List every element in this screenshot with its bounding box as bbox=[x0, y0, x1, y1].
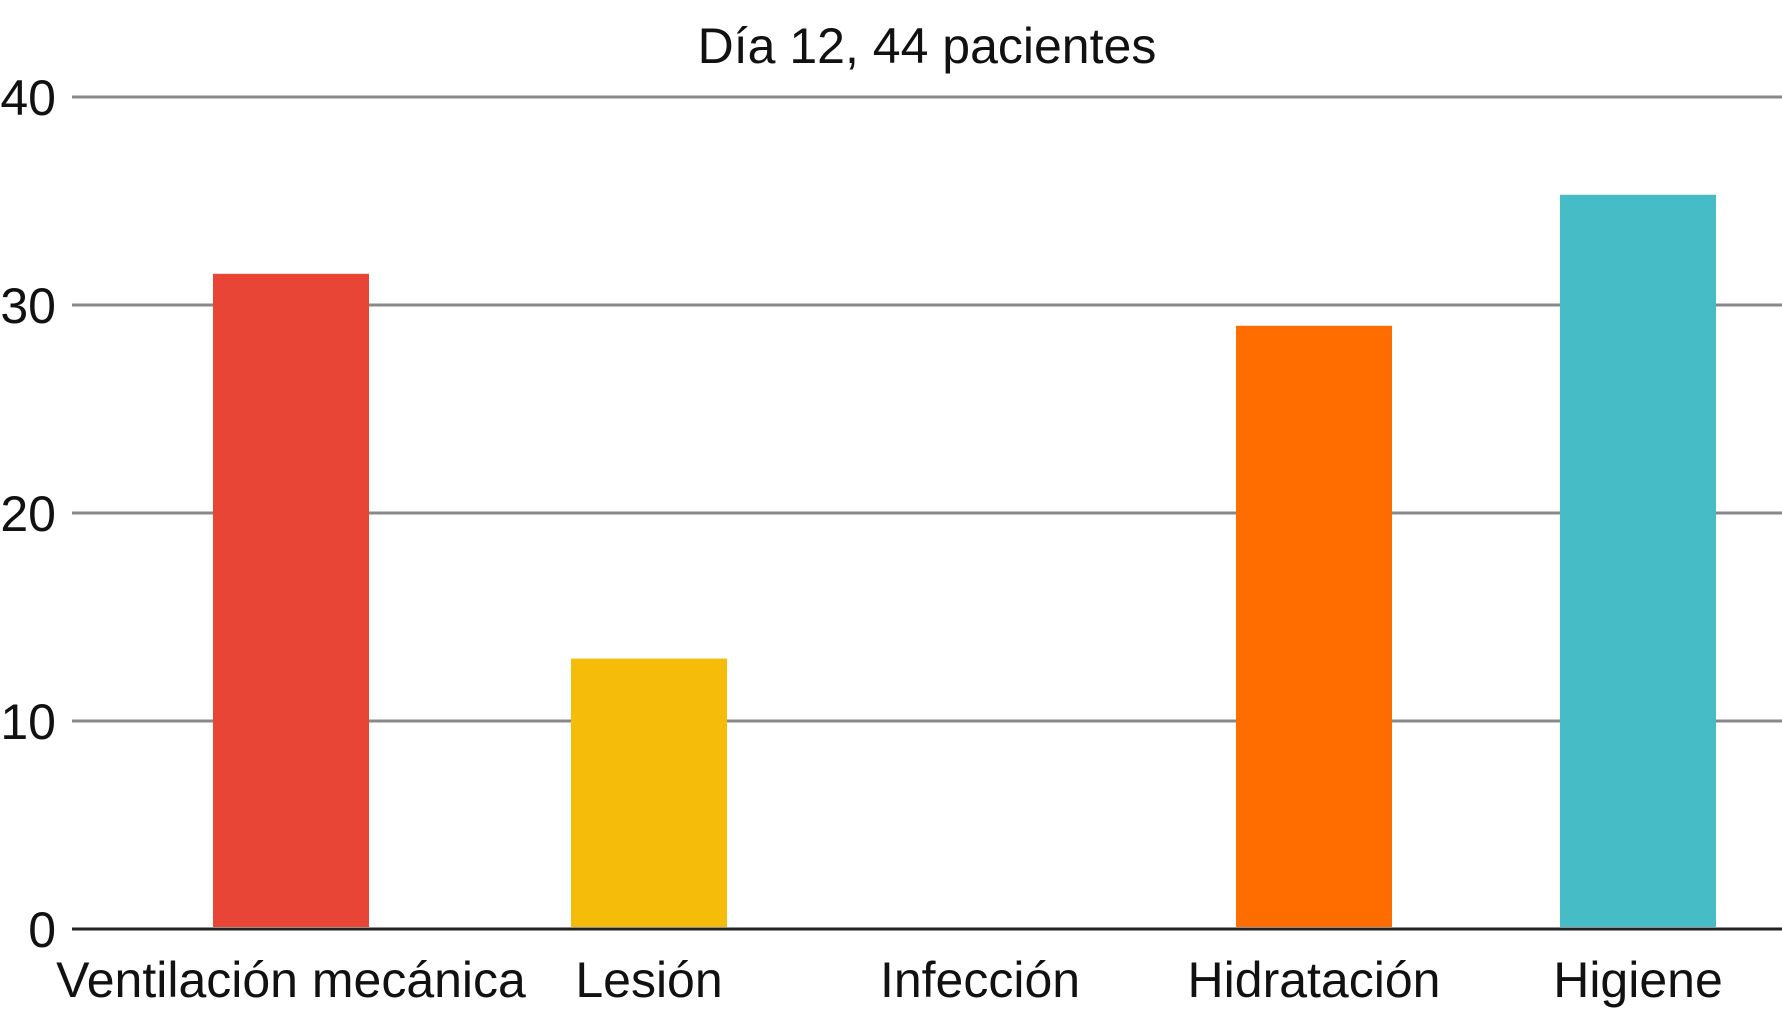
x-category-label: Ventilación mecánica bbox=[56, 952, 526, 1008]
bar-0 bbox=[213, 273, 369, 927]
y-axis-tick-labels: 0 10 20 30 40 bbox=[0, 70, 56, 958]
x-category-label: Infección bbox=[880, 952, 1080, 1008]
y-tick-label: 0 bbox=[28, 902, 56, 958]
bar-4 bbox=[1560, 194, 1716, 927]
y-tick-label: 40 bbox=[0, 70, 56, 126]
bars bbox=[213, 194, 1716, 927]
y-tick-label: 10 bbox=[0, 694, 56, 750]
bar-3 bbox=[1236, 325, 1392, 927]
y-tick-label: 20 bbox=[0, 486, 56, 542]
y-tick-label: 30 bbox=[0, 278, 56, 334]
x-category-label: Lesión bbox=[575, 952, 722, 1008]
bar-1 bbox=[571, 658, 727, 927]
x-category-label: Hidratación bbox=[1188, 952, 1441, 1008]
x-axis-category-labels: Ventilación mecánica Lesión Infección Hidra… bbox=[56, 952, 1723, 1008]
chart-title: Día 12, 44 pacientes bbox=[698, 18, 1157, 74]
x-category-label: Higiene bbox=[1553, 952, 1723, 1008]
